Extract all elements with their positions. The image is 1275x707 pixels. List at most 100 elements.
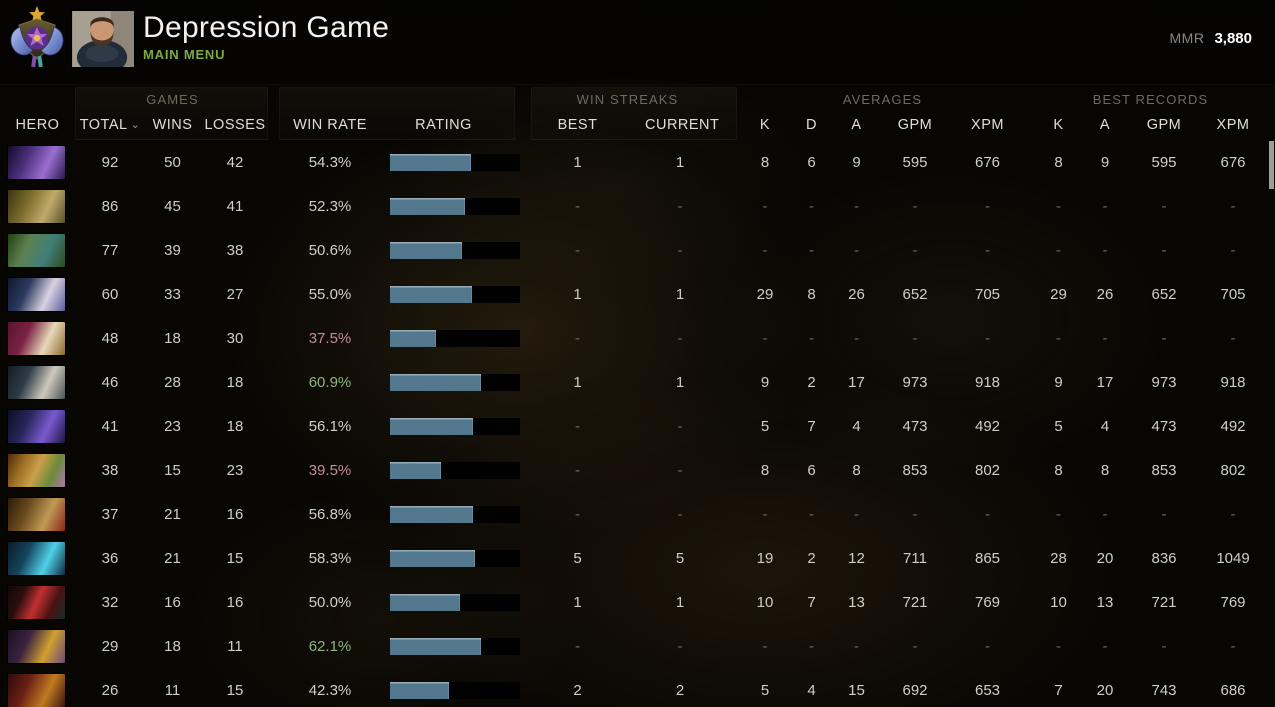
column-header-record-gpm[interactable]: GPM [1146, 117, 1182, 133]
ra-value: - [1102, 197, 1108, 215]
wins-value: 39 [164, 241, 181, 259]
hero-portrait-shadow-fiend-icon[interactable] [8, 585, 65, 619]
column-header-avg-gpm[interactable]: GPM [897, 117, 933, 133]
table-row-mirana[interactable]: 60 33 27 55.0% 1 1 29 8 26 652 705 29 26 652 705 [0, 272, 1275, 316]
table-row-shadow-fiend[interactable]: 32 16 16 50.0% 1 1 10 7 13 721 769 10 13 721 769 [0, 580, 1275, 624]
column-header-avg-deaths[interactable]: D [806, 117, 817, 133]
column-header-record-xpm[interactable]: XPM [1216, 117, 1250, 133]
group-label-best-records: BEST RECORDS [1092, 91, 1209, 107]
rating-bar-track [390, 637, 520, 655]
table-row-alchemist[interactable]: 38 15 23 39.5% - - 8 6 8 853 802 8 8 853 802 [0, 448, 1275, 492]
total-value: 41 [101, 417, 119, 435]
table-row-enigma[interactable]: 41 23 18 56.1% - - 5 7 4 473 492 5 4 473 492 [0, 404, 1275, 448]
current-value: - [677, 417, 683, 435]
column-header-win-rate[interactable]: WIN RATE [293, 117, 367, 133]
table-row-faceless-void[interactable]: 92 50 42 54.3% 1 1 8 6 9 595 676 8 9 595 676 [0, 140, 1275, 184]
hero-portrait-bounty-hunter-icon[interactable] [8, 673, 65, 707]
hero-portrait-natures-prophet-icon[interactable] [8, 233, 65, 267]
win-rate-value: 58.3% [308, 549, 352, 567]
rating-bar-fill [390, 505, 474, 523]
ra-value: - [1102, 241, 1108, 259]
gpm-value: - [912, 505, 918, 523]
table-row-juggernaut[interactable]: 46 28 18 60.9% 1 1 9 2 17 973 918 9 17 973 918 [0, 360, 1275, 404]
table-row-silencer[interactable]: 29 18 11 62.1% - - - - - - - - - - - [0, 624, 1275, 668]
hero-portrait-silencer-icon[interactable] [8, 629, 65, 663]
rgpm-value: - [1161, 329, 1167, 347]
hero-portrait-mirana-icon[interactable] [8, 277, 65, 311]
mmr-value: 3,880 [1214, 30, 1252, 47]
sort-descending-icon: ⌄ [130, 119, 141, 131]
hero-portrait-pudge-icon[interactable] [8, 189, 65, 223]
xpm-value: - [985, 241, 990, 259]
table-row-bounty-hunter[interactable]: 26 11 15 42.3% 2 2 5 4 15 692 653 7 20 743 686 [0, 668, 1275, 707]
gpm-value: 721 [902, 593, 928, 611]
column-header-total[interactable]: TOTAL ⌄ [79, 117, 141, 133]
rgpm-value: - [1161, 241, 1167, 259]
rgpm-value: - [1161, 637, 1167, 655]
current-value: - [677, 637, 683, 655]
table-row-invoker[interactable]: 48 18 30 37.5% - - - - - - - - - - - [0, 316, 1275, 360]
a-value: 12 [848, 549, 865, 567]
hero-portrait-enigma-icon[interactable] [8, 409, 65, 443]
best-value: 2 [573, 681, 582, 699]
total-value: 86 [101, 197, 119, 215]
win-rate-value: 60.9% [308, 373, 352, 391]
rating-bar-fill [390, 417, 474, 435]
rk-value: - [1056, 197, 1061, 215]
table-row-pudge[interactable]: 86 45 41 52.3% - - - - - - - - - - - [0, 184, 1275, 228]
table-row-storm-spirit[interactable]: 36 21 15 58.3% 5 5 19 2 12 711 865 28 20 836 1049 [0, 536, 1275, 580]
column-header-current-streak[interactable]: CURRENT [645, 117, 720, 133]
losses-value: 18 [226, 373, 244, 391]
d-value: 7 [807, 593, 816, 611]
losses-value: 16 [226, 593, 244, 611]
current-value: 2 [675, 681, 685, 699]
rgpm-value: 652 [1151, 285, 1177, 303]
d-value: - [809, 241, 814, 259]
table-row-earthshaker[interactable]: 37 21 16 56.8% - - - - - - - - - - - [0, 492, 1275, 536]
avatar[interactable] [71, 10, 135, 68]
k-value: 8 [760, 153, 770, 171]
ra-value: 26 [1096, 285, 1114, 303]
ra-value: 20 [1096, 549, 1114, 567]
ra-value: 13 [1096, 593, 1114, 611]
hero-portrait-storm-spirit-icon[interactable] [8, 541, 65, 575]
k-value: 8 [760, 461, 770, 479]
gpm-value: 595 [902, 153, 928, 171]
d-value: - [809, 637, 814, 655]
hero-cell [0, 321, 75, 355]
wins-value: 18 [164, 329, 181, 347]
current-value: - [677, 197, 683, 215]
main-menu-label[interactable]: MAIN MENU [143, 47, 226, 62]
rk-value: 28 [1050, 549, 1067, 567]
column-header-rating[interactable]: RATING [415, 117, 472, 133]
column-header-best-streak[interactable]: BEST [557, 117, 598, 133]
rating-bar [390, 593, 525, 611]
xpm-value: - [985, 197, 990, 215]
hero-cell [0, 189, 75, 223]
hero-portrait-earthshaker-icon[interactable] [8, 497, 65, 531]
losses-value: 23 [226, 461, 244, 479]
hero-portrait-juggernaut-icon[interactable] [8, 365, 65, 399]
column-header-avg-xpm[interactable]: XPM [971, 117, 1004, 133]
losses-value: 38 [226, 241, 244, 259]
column-header-avg-kills[interactable]: K [759, 117, 771, 133]
rk-value: - [1056, 637, 1061, 655]
hero-portrait-faceless-void-icon[interactable] [8, 145, 65, 179]
total-value: 92 [101, 153, 119, 171]
column-header-record-assists[interactable]: A [1099, 117, 1111, 133]
rgpm-value: 853 [1151, 461, 1177, 479]
column-header-wins[interactable]: WINS [152, 117, 193, 133]
rgpm-value: 721 [1151, 593, 1177, 611]
scrollbar[interactable] [1269, 141, 1274, 189]
table-row-natures-prophet[interactable]: 77 39 38 50.6% - - - - - - - - - - - [0, 228, 1275, 272]
column-header-losses[interactable]: LOSSES [204, 117, 266, 133]
hero-portrait-alchemist-icon[interactable] [8, 453, 65, 487]
column-header-record-kills[interactable]: K [1053, 117, 1064, 133]
hero-cell [0, 409, 75, 443]
column-header-avg-assists[interactable]: A [851, 117, 862, 133]
rating-bar [390, 153, 525, 171]
gpm-value: - [912, 637, 918, 655]
column-header-hero[interactable]: HERO [15, 117, 60, 133]
hero-cell [0, 453, 75, 487]
hero-portrait-invoker-icon[interactable] [8, 321, 65, 355]
